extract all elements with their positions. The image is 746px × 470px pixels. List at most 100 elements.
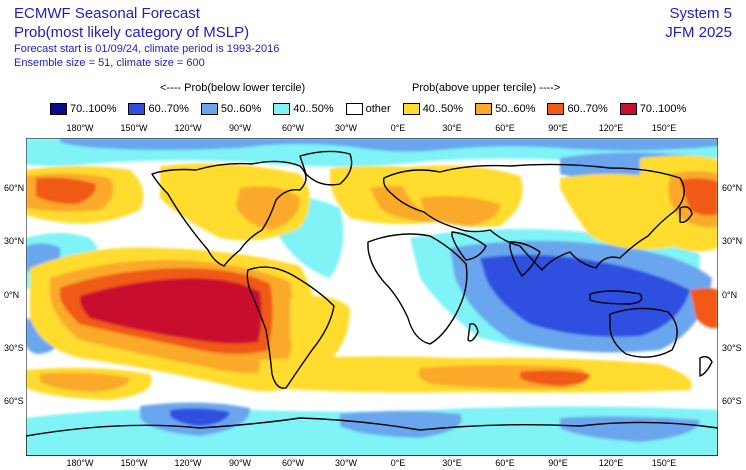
longitude-label: 30°W <box>335 458 358 468</box>
coast-indonesia <box>589 290 643 305</box>
longitude-label: 120°W <box>174 458 202 468</box>
legend-swatch <box>402 103 420 115</box>
field-europe-orange <box>420 196 500 226</box>
longitude-label: 90°W <box>229 123 252 133</box>
field-indian-blue-mid <box>480 254 690 337</box>
legend-item: 60..70% <box>128 103 189 115</box>
legend-item: other <box>345 103 391 115</box>
legend-item: 40..50% <box>273 103 334 115</box>
coastlines <box>26 150 718 456</box>
longitude-label: 180°W <box>66 458 94 468</box>
legend-item: 70..100% <box>50 103 116 115</box>
field-east-pacific-south-orange <box>40 372 130 392</box>
legend-item: 60..70% <box>547 103 608 115</box>
legend-swatch <box>50 103 67 115</box>
field-southern-blue-3 <box>340 411 462 438</box>
longitude-label: 90°E <box>548 458 568 468</box>
coast-south-america <box>246 266 335 389</box>
field-north-america-orange <box>236 186 300 230</box>
legend-swatch <box>619 103 637 115</box>
longitude-label: 120°E <box>599 458 624 468</box>
longitude-labels-top: 180°W 150°W 120°W 90°W 60°W 30°W 0°E 30°E 60°E 90… <box>66 123 676 133</box>
latitude-label: 60°S <box>4 396 24 406</box>
longitude-label: 60°E <box>495 458 515 468</box>
legend-label: 70..100% <box>639 103 687 115</box>
longitude-label: 60°E <box>495 123 515 133</box>
latitude-label: 0°N <box>4 290 19 300</box>
system-label: System 5 <box>669 5 732 22</box>
coast-africa <box>367 233 468 345</box>
legend-label: 40..50% <box>293 103 334 115</box>
legend-label: 60..70% <box>148 103 189 115</box>
legend-swatch <box>547 103 565 115</box>
coast-greenland <box>299 150 353 186</box>
coast-australia <box>609 307 678 358</box>
legend-swatch <box>345 103 363 115</box>
probability-fields <box>26 138 718 456</box>
chart-title: ECMWF Seasonal Forecast <box>14 5 200 22</box>
legend-above-caption: Prob(above upper tercile) ----> <box>412 82 561 94</box>
legend-item: 50..60% <box>475 103 535 115</box>
longitude-label: 0°E <box>391 458 406 468</box>
latitude-labels-right: 60°N 30°N 0°N 30°S 60°S <box>722 183 742 406</box>
latitude-label: 60°N <box>4 183 24 193</box>
longitude-label: 150°E <box>652 458 677 468</box>
longitude-label: 90°W <box>229 458 252 468</box>
title-block: ECMWF Seasonal Forecast Prob(most likely… <box>14 4 279 70</box>
longitude-label: 60°W <box>282 123 305 133</box>
coast-arabia <box>451 231 487 261</box>
forecast-info: Forecast start is 01/09/24, climate peri… <box>14 43 280 55</box>
legend-swatch <box>128 103 146 115</box>
latitude-label: 30°N <box>4 236 24 246</box>
longitude-label: 0°E <box>391 123 406 133</box>
latitude-label: 30°N <box>722 236 742 246</box>
legend-swatch <box>200 103 218 115</box>
field-australia-orange <box>690 288 718 329</box>
legend-item: 50..60% <box>200 103 262 115</box>
latitude-label: 60°S <box>722 396 742 406</box>
legend-label: 50..60% <box>220 103 262 115</box>
legend-below-caption: <---- Prob(below lower tercile) <box>160 82 306 94</box>
latitude-label: 60°N <box>722 183 742 193</box>
field-arctic-blue <box>60 138 718 152</box>
coast-antarctica <box>26 417 718 456</box>
coast-new-zealand <box>699 355 713 377</box>
longitude-label: 60°W <box>282 458 305 468</box>
longitude-label: 120°E <box>599 123 624 133</box>
legend-item: 70..100% <box>619 103 687 115</box>
coast-north-america <box>151 160 307 267</box>
ensemble-info: Ensemble size = 51, climate size = 600 <box>14 57 205 69</box>
longitude-label: 180°W <box>66 123 94 133</box>
longitude-label: 30°W <box>335 123 358 133</box>
longitude-label: 120°W <box>174 123 202 133</box>
legend-label: 60..70% <box>567 103 608 115</box>
latitude-label: 30°S <box>4 343 24 353</box>
probability-map: 180°W 150°W 120°W 90°W 60°W 30°W 0°E 30°E 60°E 90… <box>4 123 742 468</box>
legend-swatch <box>475 103 493 115</box>
field-tropical-pacific-darkred <box>80 278 262 344</box>
field-southern-warm-red <box>520 370 590 386</box>
longitude-label: 30°E <box>442 123 462 133</box>
longitude-label: 150°W <box>120 458 148 468</box>
latitude-labels-left: 60°N 30°N 0°N 30°S 60°S <box>4 183 24 406</box>
coast-india <box>509 241 541 277</box>
legend-item: 40..50% <box>402 103 464 115</box>
chart-subtitle: Prob(most likely category of MSLP) <box>14 24 250 41</box>
field-north-pacific-red <box>36 177 96 204</box>
latitude-label: 0°N <box>722 290 737 300</box>
legend-swatch <box>273 103 291 115</box>
longitude-labels-bottom: 180°W 150°W 120°W 90°W 60°W 30°W 0°E 30°E 60°E 90… <box>66 458 676 468</box>
legend-label: 40..50% <box>422 103 464 115</box>
longitude-label: 90°E <box>548 123 568 133</box>
coast-japan <box>679 206 693 224</box>
coast-madagascar <box>467 322 479 342</box>
legend-label: 70..100% <box>70 103 117 115</box>
field-south-atlantic-yellow <box>290 295 350 368</box>
title-right: System 5 JFM 2025 <box>665 4 732 42</box>
longitude-label: 150°E <box>652 123 677 133</box>
longitude-label: 30°E <box>442 458 462 468</box>
legend-label: other <box>365 103 391 115</box>
period-label: JFM 2025 <box>665 24 732 41</box>
field-west-pacific-red <box>680 178 718 216</box>
legend-label: 50..60% <box>495 103 536 115</box>
